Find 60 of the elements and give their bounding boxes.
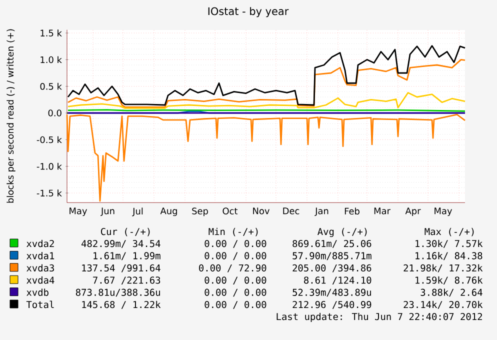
- x-tick-label: Dec: [283, 208, 300, 214]
- text: 23.14k/ 20.70k: [404, 300, 483, 309]
- line-series: [67, 58, 466, 108]
- legend-label: xvda1: [26, 252, 54, 260]
- legend-label: Total: [26, 300, 54, 308]
- text: 0.00 / 72.90: [199, 264, 266, 272]
- legend-label: xvda3: [26, 264, 54, 272]
- x-tick-label: Aug: [160, 208, 177, 216]
- line-series: [67, 92, 466, 109]
- text: 3.88k/ 2.64: [420, 288, 482, 297]
- text: 57.90m/885.71m: [292, 252, 372, 260]
- text: 1.30k/ 7.57k: [416, 240, 483, 248]
- text: 1.16k/ 84.38: [416, 252, 482, 260]
- x-tick-label: Feb: [344, 208, 360, 215]
- text: 482.99m/ 34.54: [81, 240, 160, 248]
- x-tick-label: Jan: [314, 208, 328, 216]
- text: 145.68 / 1.22k: [82, 300, 161, 309]
- text: 873.81u/388.36u: [76, 288, 160, 297]
- y-tick-label: 1.0 k: [40, 56, 62, 64]
- text: 0.00 / 0.00: [204, 300, 266, 309]
- y-axis-title: blocks per second read (-) / written (+): [6, 29, 16, 203]
- legend-label: xvda2: [26, 240, 54, 248]
- x-tick-label: May: [434, 208, 452, 216]
- text: 1.59k/ 8.76k: [416, 276, 483, 284]
- chart-title: IOstat - by year: [208, 7, 289, 18]
- y-tick-label: 1.5 k: [40, 30, 62, 36]
- x-tick-label: May: [70, 208, 88, 216]
- x-tick-label: Jul: [132, 208, 143, 216]
- text: 0.00 / 0.00: [204, 288, 266, 297]
- text: 52.39m/483.89u: [292, 288, 371, 297]
- x-tick-label: Mar: [374, 208, 390, 214]
- text: 1.61m/ 1.99m: [94, 252, 160, 260]
- line-series: [67, 45, 466, 106]
- x-tick-label: Nov: [253, 208, 270, 214]
- x-tick-label: Oct: [222, 208, 238, 214]
- x-tick-label: Apr: [405, 208, 421, 216]
- y-tick-label: -1.0 k: [36, 162, 62, 170]
- legend-label: xvdb: [26, 288, 48, 296]
- y-tick-label: 0.5 k: [40, 82, 62, 90]
- y-tick-label: -1.5 k: [36, 190, 62, 196]
- text: Cur (-/+): [101, 228, 150, 236]
- y-tick-label: -0.5 k: [36, 136, 62, 144]
- text: Min (-/+): [208, 228, 258, 236]
- text: 0.00 / 0.00: [204, 252, 266, 260]
- text: 0.00 / 0.00: [204, 240, 266, 248]
- text: Avg (-/+): [318, 228, 367, 238]
- text: 137.54 /991.64: [82, 264, 160, 272]
- text: 21.98k/ 17.32k: [404, 264, 483, 272]
- x-tick-label: Jun: [100, 208, 114, 216]
- text: 212.96 /540.99: [292, 300, 372, 309]
- text: 7.67 /221.63: [93, 276, 160, 284]
- text: 869.61m/ 25.06: [292, 240, 372, 248]
- text: Max (-/+): [424, 228, 474, 236]
- text: 205.00 /394.86: [292, 264, 372, 272]
- y-tick-label: 0.0: [48, 110, 62, 116]
- text: Last update: Thu Jun 7 22:40:07 2012: [276, 312, 482, 322]
- text: 0.00 / 0.00: [204, 276, 266, 284]
- legend-label: xvda4: [26, 276, 54, 284]
- text: 8.61 /124.10: [304, 276, 372, 284]
- x-tick-label: Sep: [192, 208, 208, 216]
